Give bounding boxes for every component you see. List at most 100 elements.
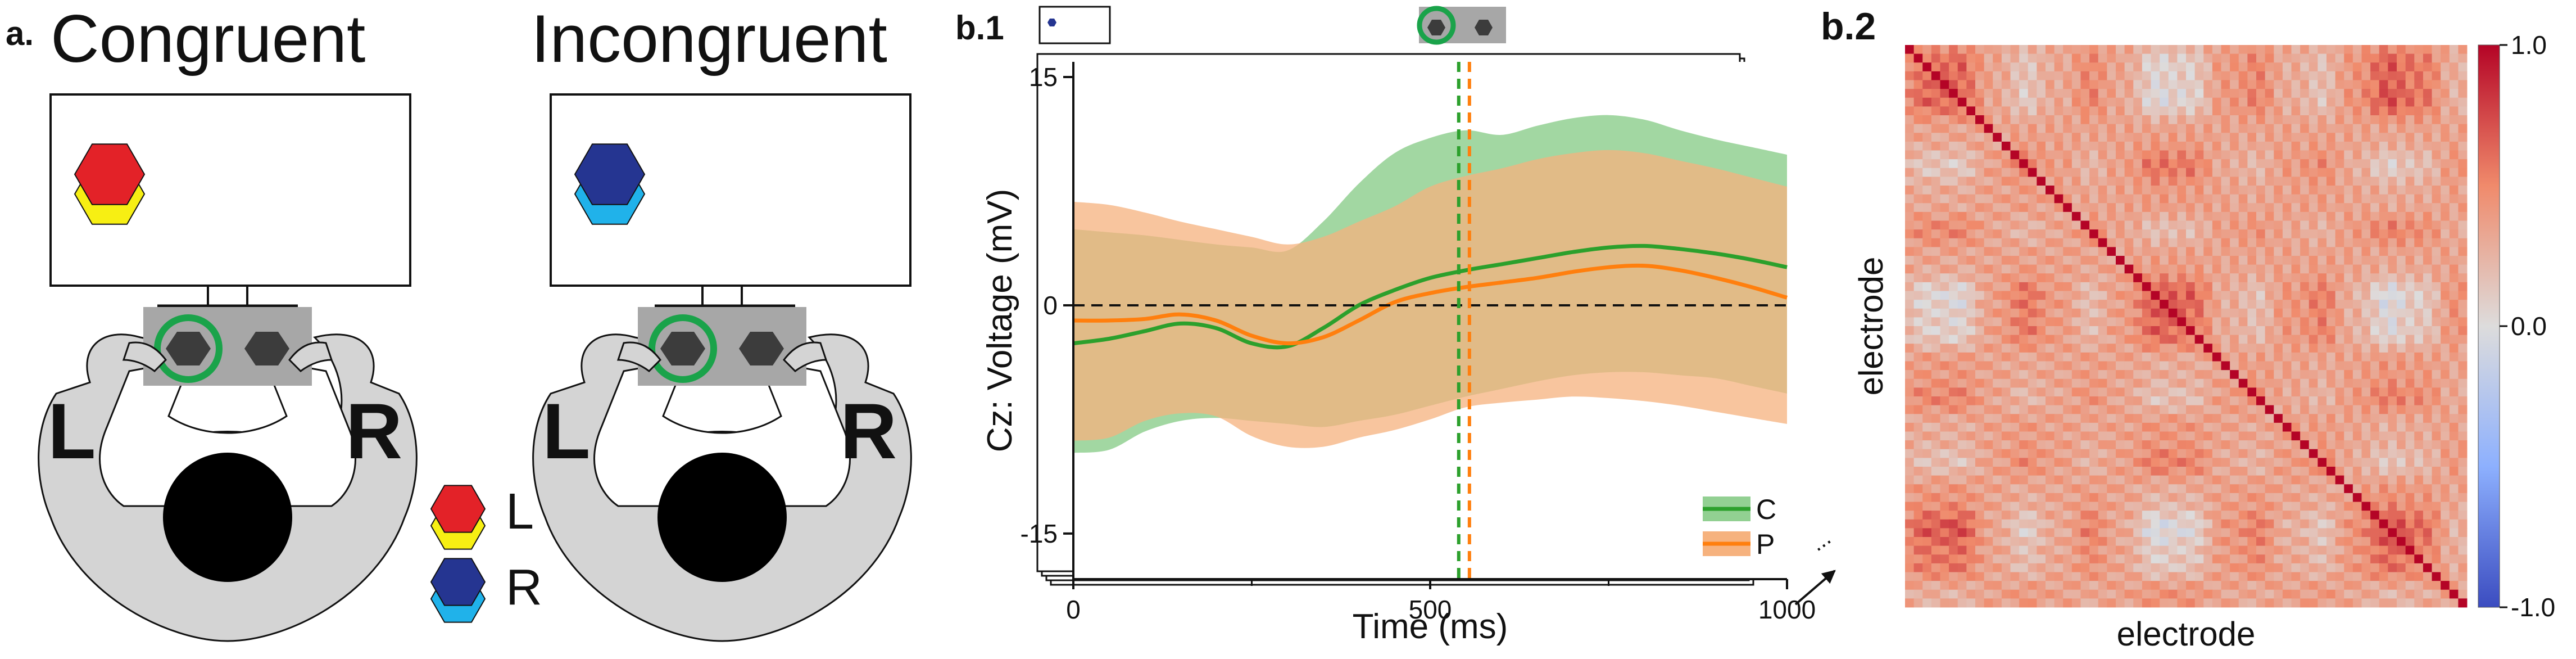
heatmap-cell	[2274, 554, 2283, 564]
heatmap-cell	[2230, 467, 2239, 476]
heatmap-cell	[2274, 458, 2283, 467]
heatmap-cell	[2116, 80, 2125, 89]
heatmap-cell	[2186, 80, 2196, 89]
heatmap-cell	[2142, 484, 2151, 494]
heatmap-cell	[2423, 238, 2432, 247]
heatmap-cell	[1940, 545, 1949, 555]
heatmap-cell	[2001, 361, 2011, 371]
heatmap-cell	[1931, 484, 1940, 494]
heatmap-cell	[2432, 203, 2441, 213]
heatmap-cell	[2107, 150, 2116, 160]
heatmap-cell	[2274, 177, 2283, 186]
heatmap-cell	[1913, 291, 1923, 300]
heatmap-cell	[2080, 511, 2090, 520]
mean-line-C	[1073, 243, 1788, 350]
heatmap-cell	[2133, 150, 2143, 160]
heatmap-cell	[2054, 106, 2063, 116]
heatmap-cell	[2238, 484, 2248, 494]
heatmap-cell	[2423, 194, 2432, 204]
heatmap-cell	[2124, 572, 2134, 581]
heatmap-cell	[2019, 150, 2029, 160]
heatmap-cell	[2107, 528, 2116, 538]
heatmap-cell	[2335, 97, 2344, 107]
heatmap-cell	[2063, 431, 2072, 441]
heatmap-cell	[2238, 554, 2248, 564]
heatmap-cell	[2449, 493, 2459, 502]
heatmap-cell	[1905, 484, 1915, 494]
heatmap-cell	[2432, 572, 2441, 581]
heatmap-cell	[2300, 545, 2310, 555]
heatmap-cell	[2186, 572, 2196, 581]
heatmap-cell	[2177, 115, 2187, 125]
heatmap-cell	[2177, 62, 2187, 72]
heatmap-cell	[2370, 563, 2380, 572]
heatmap-cell	[2203, 80, 2213, 89]
heatmap-cell	[1949, 554, 1958, 564]
heatmap-cell	[2116, 414, 2125, 423]
heatmap-cell	[2054, 115, 2063, 125]
heatmap-cell	[2151, 528, 2160, 538]
heatmap-cell	[1931, 80, 1940, 89]
heatmap-cell	[2124, 326, 2134, 336]
heatmap-cell	[2019, 431, 2029, 441]
heatmap-cell	[2089, 589, 2099, 599]
heatmap-cell	[2221, 282, 2230, 291]
heatmap-cell	[2142, 598, 2151, 608]
heatmap-cell	[1975, 581, 1985, 590]
heatmap-cell	[2098, 177, 2107, 186]
heatmap-cell	[2379, 211, 2388, 221]
heatmap-cell	[2116, 273, 2125, 283]
heatmap-cell	[2352, 396, 2362, 406]
heatmap-cell	[2379, 467, 2388, 476]
heatmap-cell	[1984, 220, 1993, 230]
heatmap-cell	[2046, 563, 2055, 572]
heatmap-cell	[1940, 71, 1949, 80]
heatmap-cell	[2318, 484, 2327, 494]
heatmap-cell	[2203, 89, 2213, 98]
heatmap-cell	[1993, 211, 2002, 221]
heatmap-cell	[2028, 519, 2037, 529]
heatmap-cell	[2212, 317, 2221, 327]
heatmap-cell	[2080, 352, 2090, 362]
heatmap-cell	[2054, 378, 2063, 388]
congruent-scene: Congruent L R	[38, 1, 418, 642]
heatmap-cell	[2247, 370, 2257, 380]
heatmap-cell	[2423, 589, 2432, 599]
heatmap-cell	[2194, 414, 2204, 423]
heatmap-cell	[2124, 502, 2134, 511]
heatmap-cell	[2361, 308, 2371, 318]
heatmap-cell	[2054, 502, 2063, 511]
heatmap-cell	[1966, 554, 1976, 564]
heatmap-cell	[2449, 273, 2459, 283]
heatmap-cell	[2379, 247, 2388, 256]
heatmap-cell	[2458, 519, 2468, 529]
heatmap-cell	[2151, 159, 2160, 169]
heatmap-cell	[2247, 581, 2257, 590]
heatmap-cell	[2221, 467, 2230, 476]
heatmap-cell	[2142, 431, 2151, 441]
heatmap-cell	[2352, 194, 2362, 204]
heatmap-cell	[2133, 273, 2143, 283]
heatmap-cell	[2388, 194, 2397, 204]
heatmap-cell	[2423, 133, 2432, 142]
colorbar-tick-label: 1.0	[2511, 30, 2547, 60]
heatmap-cell	[2080, 493, 2090, 502]
heatmap-cell	[1966, 352, 1976, 362]
heatmap-cell	[2142, 475, 2151, 485]
heatmap-cell	[2423, 71, 2432, 80]
heatmap-cell	[2441, 326, 2450, 336]
heatmap-cell	[2458, 133, 2468, 142]
heatmap-cell	[2177, 45, 2187, 55]
heatmap-cell	[2071, 97, 2081, 107]
heatmap-cell	[2212, 89, 2221, 98]
heatmap-cell	[2335, 537, 2344, 547]
heatmap-cell	[2282, 300, 2292, 309]
heatmap-cell	[2186, 186, 2196, 195]
heatmap-cell	[2046, 256, 2055, 265]
heatmap-cell	[2388, 150, 2397, 160]
heatmap-cell	[2107, 238, 2116, 247]
heatmap-cell	[1905, 458, 1915, 467]
heatmap-cell	[2019, 344, 2029, 353]
heatmap-cell	[2441, 97, 2450, 107]
heatmap-cell	[2352, 256, 2362, 265]
